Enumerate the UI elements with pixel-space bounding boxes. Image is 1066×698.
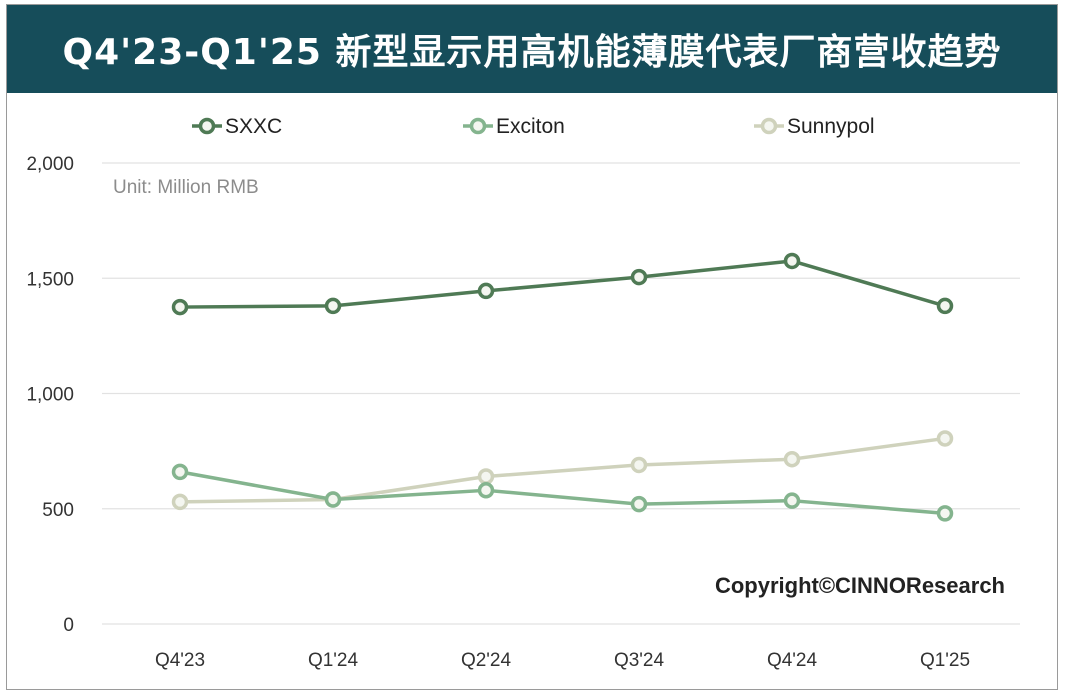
y-tick-label: 0 bbox=[63, 615, 74, 636]
y-tick-label: 2,000 bbox=[26, 154, 74, 175]
copyright-text: Copyright©CINNOResearch bbox=[715, 573, 1005, 598]
data-point bbox=[324, 491, 342, 508]
series-sxxc bbox=[171, 252, 954, 316]
legend-marker bbox=[760, 117, 778, 135]
y-tick-label: 500 bbox=[42, 500, 74, 521]
data-point bbox=[630, 495, 648, 513]
legend: SXXC Exciton Sunnypol bbox=[192, 115, 875, 138]
data-point bbox=[936, 430, 954, 447]
x-tick-label: Q1'25 bbox=[920, 650, 970, 671]
data-point bbox=[171, 298, 189, 316]
data-point bbox=[477, 282, 495, 300]
data-point bbox=[630, 268, 648, 286]
y-tick-label: 1,000 bbox=[26, 385, 74, 406]
data-point bbox=[783, 252, 801, 270]
series-line bbox=[179, 436, 946, 504]
legend-item-sunnypol: Sunnypol bbox=[754, 115, 875, 138]
data-point bbox=[783, 492, 801, 509]
series-lines bbox=[171, 252, 954, 522]
data-point bbox=[324, 297, 342, 315]
data-point bbox=[477, 482, 495, 499]
data-point bbox=[630, 456, 648, 474]
y-tick-label: 1,500 bbox=[26, 269, 74, 290]
y-axis-ticks: 0 500 1,000 1,500 2,000 bbox=[26, 154, 74, 636]
legend-item-sxxc: SXXC bbox=[192, 115, 282, 138]
grid-lines bbox=[102, 162, 1020, 625]
legend-label: Sunnypol bbox=[787, 115, 875, 138]
chart-title: Q4'23-Q1'25 新型显示用高机能薄膜代表厂商营收趋势 bbox=[62, 32, 1002, 73]
x-tick-label: Q2'24 bbox=[461, 650, 512, 671]
x-tick-label: Q4'23 bbox=[155, 650, 205, 671]
title-bar: Q4'23-Q1'25 新型显示用高机能薄膜代表厂商营收趋势 bbox=[7, 5, 1057, 93]
data-point bbox=[171, 493, 189, 511]
data-point bbox=[783, 450, 801, 468]
unit-label: Unit: Million RMB bbox=[113, 177, 259, 198]
x-axis-ticks: Q4'23 Q1'24 Q2'24 Q3'24 Q4'24 Q1'25 bbox=[155, 650, 970, 671]
chart-frame: Q4'23-Q1'25 新型显示用高机能薄膜代表厂商营收趋势 bbox=[6, 4, 1058, 690]
x-tick-label: Q3'24 bbox=[614, 650, 665, 671]
series-line bbox=[179, 259, 946, 309]
x-tick-label: Q1'24 bbox=[308, 650, 359, 671]
legend-marker bbox=[469, 117, 487, 135]
data-point bbox=[171, 463, 189, 481]
data-point bbox=[936, 505, 954, 522]
legend-label: SXXC bbox=[225, 115, 282, 138]
x-tick-label: Q4'24 bbox=[767, 650, 818, 671]
data-point bbox=[936, 297, 954, 315]
legend-item-exciton: Exciton bbox=[463, 115, 565, 138]
series-exciton bbox=[171, 463, 954, 522]
series-line bbox=[179, 470, 946, 516]
data-point bbox=[477, 468, 495, 485]
legend-label: Exciton bbox=[496, 115, 565, 138]
legend-marker bbox=[198, 117, 216, 135]
